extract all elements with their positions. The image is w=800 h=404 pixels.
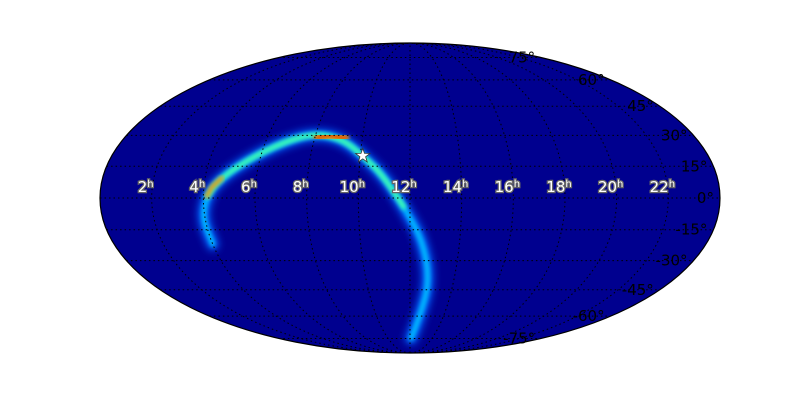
ra-tick-label: 2h xyxy=(138,178,154,196)
ra-tick-label: 8h xyxy=(293,178,309,196)
dec-tick-label: -45° xyxy=(622,281,654,299)
dec-tick-label: -30° xyxy=(656,252,688,270)
ra-tick-label: 18h xyxy=(546,178,571,196)
dec-tick-label: -15° xyxy=(675,221,707,239)
ra-tick-label: 10h xyxy=(340,178,365,196)
ra-tick-label: 14h xyxy=(443,178,468,196)
dec-tick-label: 30° xyxy=(661,126,688,144)
dec-tick-label: -75° xyxy=(503,329,535,347)
ra-tick-label: 22h xyxy=(650,178,675,196)
dec-tick-label: 0° xyxy=(697,189,714,207)
ra-tick-label: 6h xyxy=(241,178,257,196)
ra-gridline xyxy=(409,43,463,353)
dec-tick-label: 15° xyxy=(681,157,708,175)
probability-heatmap xyxy=(197,129,434,345)
dec-tick-label: 60° xyxy=(578,71,605,89)
probability-secondary-peak xyxy=(204,175,225,199)
ra-gridline xyxy=(254,43,411,353)
ra-gridline xyxy=(409,43,566,353)
star-marker-icon xyxy=(354,147,372,163)
probability-arc-high xyxy=(203,132,407,210)
ra-tick-label: 16h xyxy=(495,178,520,196)
ra-gridline xyxy=(357,43,411,353)
ra-tick-label: 20h xyxy=(598,178,623,196)
ra-gridline xyxy=(202,43,411,353)
sky-background xyxy=(100,43,720,353)
ra-tick-label: 12h xyxy=(391,178,416,196)
ra-gridline xyxy=(409,43,669,353)
probability-peak xyxy=(314,133,349,141)
dec-tick-label: 75° xyxy=(509,49,536,67)
ra-gridline xyxy=(151,43,411,353)
ra-gridline xyxy=(409,43,618,353)
dec-tick-label: -60° xyxy=(573,307,605,325)
ra-tick-label: 4h xyxy=(189,178,205,196)
dec-tick-label: 45° xyxy=(627,97,654,115)
sky-border xyxy=(99,42,721,354)
